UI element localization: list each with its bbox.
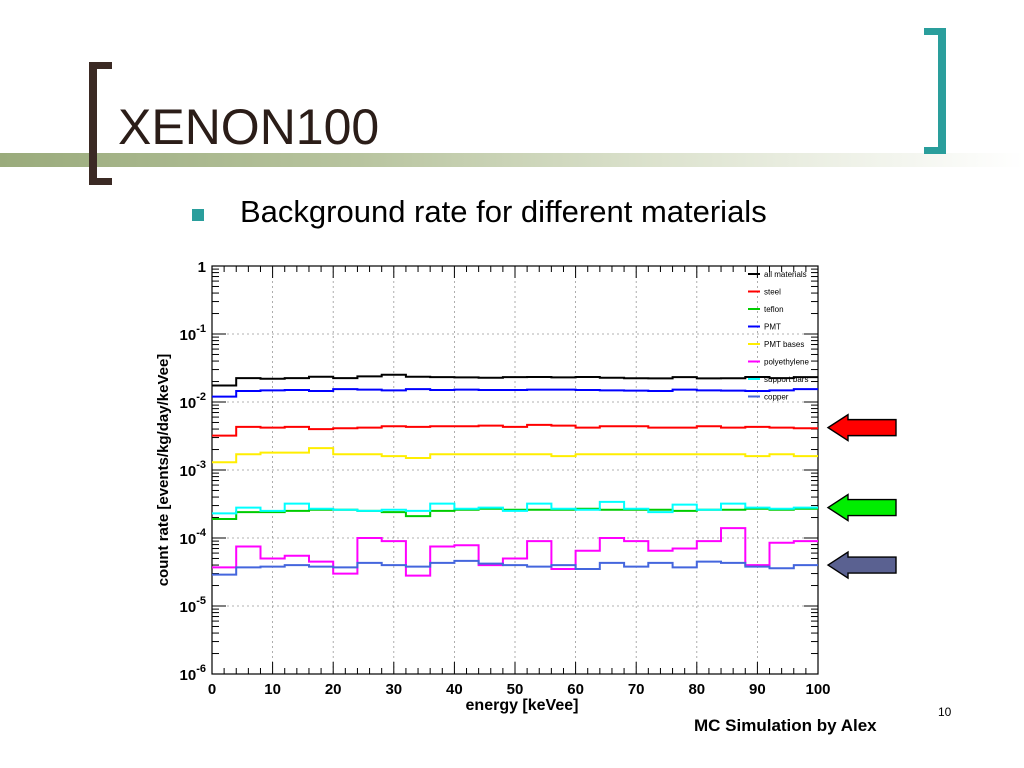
series-all-materials-line bbox=[212, 373, 818, 387]
x-tick-label: 80 bbox=[688, 681, 705, 698]
legend-entry: polyethylene bbox=[764, 358, 809, 367]
y-tick-label: 10-6 bbox=[180, 663, 206, 684]
slide-title: XENON100 bbox=[118, 99, 380, 155]
green-arrow bbox=[826, 493, 897, 522]
y-tick-label: 10-2 bbox=[180, 391, 206, 412]
bullet-marker bbox=[192, 209, 204, 221]
x-axis-label: energy [keVee] bbox=[466, 697, 579, 714]
slate-arrow bbox=[826, 550, 897, 580]
y-tick-label: 10-1 bbox=[180, 323, 206, 344]
series-support-bars-line bbox=[212, 500, 818, 515]
bracket-right bbox=[924, 28, 946, 154]
credit-text: MC Simulation by Alex bbox=[694, 716, 877, 735]
y-tick-label: 10-3 bbox=[180, 459, 206, 480]
legend-entry: steel bbox=[764, 288, 781, 297]
x-tick-label: 60 bbox=[567, 681, 584, 698]
series-PMT-bases-line bbox=[212, 447, 818, 464]
x-tick-label: 30 bbox=[385, 681, 402, 698]
page-number: 10 bbox=[938, 705, 952, 719]
x-tick-label: 0 bbox=[208, 681, 216, 698]
title-band bbox=[0, 153, 1024, 167]
legend-entry: copper bbox=[764, 393, 789, 402]
y-tick-label: 1 bbox=[198, 259, 206, 276]
x-tick-label: 20 bbox=[325, 681, 342, 698]
x-tick-label: 100 bbox=[805, 681, 830, 698]
legend-entry: PMT bases bbox=[764, 340, 804, 349]
red-arrow bbox=[826, 413, 897, 442]
legend-entry: teflon bbox=[764, 305, 784, 314]
x-tick-label: 10 bbox=[264, 681, 281, 698]
x-tick-label: 90 bbox=[749, 681, 766, 698]
bracket-left bbox=[89, 62, 112, 185]
series-PMT-line bbox=[212, 388, 818, 398]
y-tick-label: 10-4 bbox=[180, 527, 207, 548]
x-tick-label: 70 bbox=[628, 681, 645, 698]
series-polyethylene-line bbox=[212, 527, 818, 577]
y-tick-label: 10-5 bbox=[180, 595, 206, 616]
x-tick-label: 40 bbox=[446, 681, 463, 698]
legend-entry: all materials bbox=[764, 270, 807, 279]
x-tick-label: 50 bbox=[507, 681, 524, 698]
series-steel-line bbox=[212, 423, 818, 437]
legend-entry: PMT bbox=[764, 323, 781, 332]
y-axis-label: count rate [events/kg/day/keVee] bbox=[155, 354, 172, 587]
plot: 0 10 20 30 40 50 60 70 80 90 100 1 10-1 10-2 10-3 10-4 1… bbox=[155, 259, 897, 714]
bullet-text: Background rate for different materials bbox=[240, 194, 767, 229]
legend-entry: support bars bbox=[764, 375, 808, 384]
series-copper-line bbox=[212, 559, 818, 576]
